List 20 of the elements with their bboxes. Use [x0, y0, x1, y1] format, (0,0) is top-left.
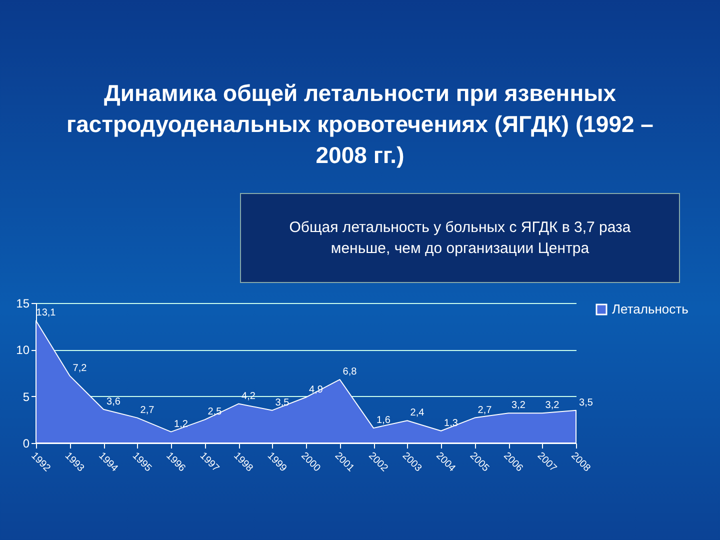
- y-tick-label: 5: [22, 390, 30, 404]
- data-label: 2,7: [478, 404, 492, 416]
- data-label: 1,6: [376, 415, 391, 426]
- y-tick-label: 0: [22, 436, 30, 450]
- data-label: 3,5: [579, 397, 594, 408]
- legend-label: Летальность: [612, 302, 689, 316]
- data-label: 2,7: [140, 404, 155, 416]
- data-label: 2,5: [208, 406, 222, 418]
- data-label: 7,2: [72, 362, 88, 374]
- data-label: 3,6: [106, 396, 121, 408]
- data-label: 1,2: [174, 418, 188, 430]
- chart-title: Динамика общей летальности при язвенных гастродуоденальных кровотечениях (ЯГДК) (1992 – 2008 гг.): [66, 79, 654, 170]
- text: Общая летальность у больных с ЯГДК в 3,7 раза меньше, чем до организации Центра: [240, 193, 680, 283]
- y-tick-label: 10: [16, 343, 30, 358]
- data-label: 3,2: [545, 400, 560, 412]
- data-label: 2,4: [410, 408, 425, 419]
- y-tick-label: 15: [16, 296, 30, 310]
- data-label: 3,2: [512, 400, 526, 412]
- data-label: 13,1: [36, 308, 56, 319]
- data-label: 6,8: [342, 366, 358, 378]
